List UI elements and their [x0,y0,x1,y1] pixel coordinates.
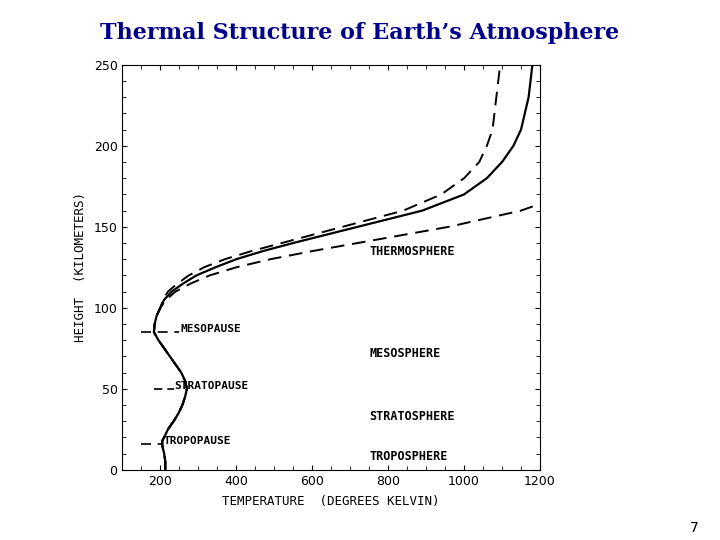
Text: MESOPAUSE: MESOPAUSE [180,324,241,334]
Text: 7: 7 [690,521,698,535]
Y-axis label: HEIGHT  (KILOMETERS): HEIGHT (KILOMETERS) [73,192,86,342]
X-axis label: TEMPERATURE  (DEGREES KELVIN): TEMPERATURE (DEGREES KELVIN) [222,495,440,508]
Text: THERMOSPHERE: THERMOSPHERE [369,245,454,258]
Text: TROPOPAUSE: TROPOPAUSE [163,436,230,446]
Text: STRATOSPHERE: STRATOSPHERE [369,410,454,423]
Text: Thermal Structure of Earth’s Atmosphere: Thermal Structure of Earth’s Atmosphere [100,22,620,44]
Text: TROPOSPHERE: TROPOSPHERE [369,450,448,463]
Text: MESOSPHERE: MESOSPHERE [369,347,441,360]
Text: STRATOPAUSE: STRATOPAUSE [174,381,248,390]
